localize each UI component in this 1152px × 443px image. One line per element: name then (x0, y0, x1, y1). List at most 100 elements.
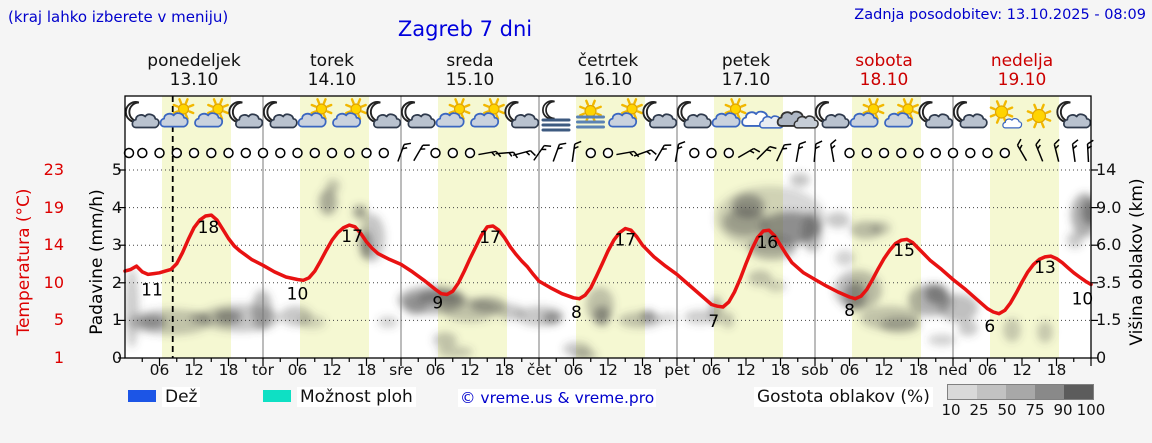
cloud-icon (793, 115, 819, 129)
precip-tick-label: 1 (111, 310, 122, 330)
day-header-sreda: sreda 15.10 (401, 52, 539, 90)
showers-legend-label: Možnost ploh (297, 387, 416, 407)
wind-barb-icon (616, 150, 640, 158)
cloud-icon (1002, 117, 1023, 129)
wind-barb-icon (737, 147, 761, 159)
wind-calm-icon (878, 147, 890, 159)
cloud-icon (297, 112, 327, 128)
x-hour-label: 18 (908, 361, 929, 379)
weather-icon-moon-cloud (1056, 101, 1092, 129)
wind-barb-icon (413, 144, 430, 162)
temperature-value-label: 7 (708, 312, 719, 332)
day-name: sreda (446, 51, 494, 71)
wind-calm-icon (965, 147, 976, 159)
temperature-value-label: 18 (198, 218, 220, 238)
cloud-scale-value: 10 (941, 401, 961, 419)
cloud-icon (332, 112, 362, 128)
x-hour-label: 06 (287, 361, 308, 379)
wind-calm-icon (982, 147, 993, 159)
wind-calm-icon (309, 147, 321, 159)
day-header-nedelja: nedelja 19.10 (953, 52, 1091, 90)
daylight-band (990, 96, 1059, 358)
wind-barb-icon (533, 144, 552, 161)
x-day-abbr-label: sob (801, 361, 829, 379)
weather-icon-sun-cloud-small (989, 100, 1023, 129)
cloud-icon (235, 113, 264, 129)
temperature-value-label: 10 (287, 285, 309, 305)
cloud-icon (269, 113, 298, 129)
cloud-height-tick-label: 3.5 (1096, 272, 1122, 292)
weather-icon-clouds-gray (776, 110, 819, 129)
temp-tick-label: 10 (43, 272, 64, 292)
weather-icon-moon-cloud (400, 101, 436, 129)
temperature-value-label: 15 (893, 241, 915, 261)
x-hour-label: 18 (218, 361, 239, 379)
cloud-scale-segment (948, 385, 977, 399)
wind-barb-icon (552, 142, 567, 162)
wind-calm-icon (947, 147, 959, 159)
wind-barb-icon (1016, 138, 1028, 162)
x-hour-label: 18 (632, 361, 653, 379)
temperature-value-label: 13 (1034, 258, 1056, 278)
wind-calm-icon (861, 147, 873, 159)
day-name: nedelja (990, 51, 1054, 71)
weather-icon-moon-cloud (228, 101, 264, 129)
cloud-icon (925, 113, 954, 129)
wind-barb-icon (776, 143, 792, 162)
precip-tick-label: 0 (111, 348, 122, 367)
weather-icon-sun-cloud (711, 98, 747, 128)
wind-calm-icon (689, 147, 700, 159)
cloud-scale-value: 25 (969, 401, 989, 419)
day-name: petek (721, 51, 771, 71)
cloud-icon (884, 112, 914, 128)
temperature-value-label: 17 (479, 228, 501, 248)
wind-calm-icon (240, 147, 252, 159)
x-hour-label: 12 (1012, 361, 1032, 379)
sun-icon (621, 98, 643, 120)
day-name: torek (310, 51, 354, 71)
wind-barb-icon (829, 139, 837, 162)
wind-calm-icon (896, 147, 907, 159)
wind-calm-icon (137, 147, 148, 159)
x-hour-label: 12 (322, 361, 342, 379)
copyright-link[interactable]: © vreme.us & vreme.pro (458, 389, 657, 407)
weather-icon-sun-cloud (608, 98, 643, 128)
wind-calm-icon (123, 147, 135, 159)
temperature-value-label: 17 (341, 227, 363, 247)
day-date: 15.10 (445, 70, 495, 90)
rain-legend-swatch (128, 390, 156, 402)
weather-icon-sun-cloud (159, 98, 195, 128)
cloud-scale-value: 75 (1025, 401, 1045, 419)
x-hour-label: 18 (770, 361, 791, 379)
cloud-icon (159, 112, 189, 128)
weather-icon-sun-cloud (435, 98, 471, 128)
last-update-text: Zadnja posodobitev: 13.10.2025 - 08:09 (854, 7, 1146, 23)
day-date: 19.10 (997, 70, 1047, 90)
day-date: 18.10 (859, 70, 909, 90)
weather-icon-moon-cloud (366, 101, 402, 129)
cloud-icon (608, 112, 638, 128)
precip-tick-label: 2 (111, 272, 122, 292)
page-title: Zagreb 7 dni (397, 17, 533, 41)
temperature-value-label: 8 (571, 303, 582, 323)
temperature-curve (123, 213, 1093, 316)
day-header-četrtek: četrtek 16.10 (539, 52, 677, 90)
weather-icon-moon-cloud (262, 101, 298, 129)
wind-calm-icon (188, 147, 200, 159)
weather-icon-sun-cloud (849, 98, 885, 128)
cloud-icon (131, 113, 160, 129)
day-date: 13.10 (169, 70, 219, 90)
x-hour-label: 06 (701, 361, 722, 379)
temperature-value-label: 8 (844, 301, 855, 321)
day-name: četrtek (577, 51, 639, 71)
temperature-value-label: 11 (141, 280, 163, 300)
wind-barb-icon (1071, 139, 1079, 163)
fog-icon (576, 115, 605, 129)
wind-calm-icon (171, 147, 183, 159)
menu-hint-text: (kraj lahko izberete v meniju) (8, 8, 229, 26)
cloud-icon (711, 112, 741, 128)
day-name: sobota (855, 51, 913, 71)
temp-tick-label: 23 (43, 160, 64, 179)
weather-icon-sun-cloud (332, 98, 367, 128)
